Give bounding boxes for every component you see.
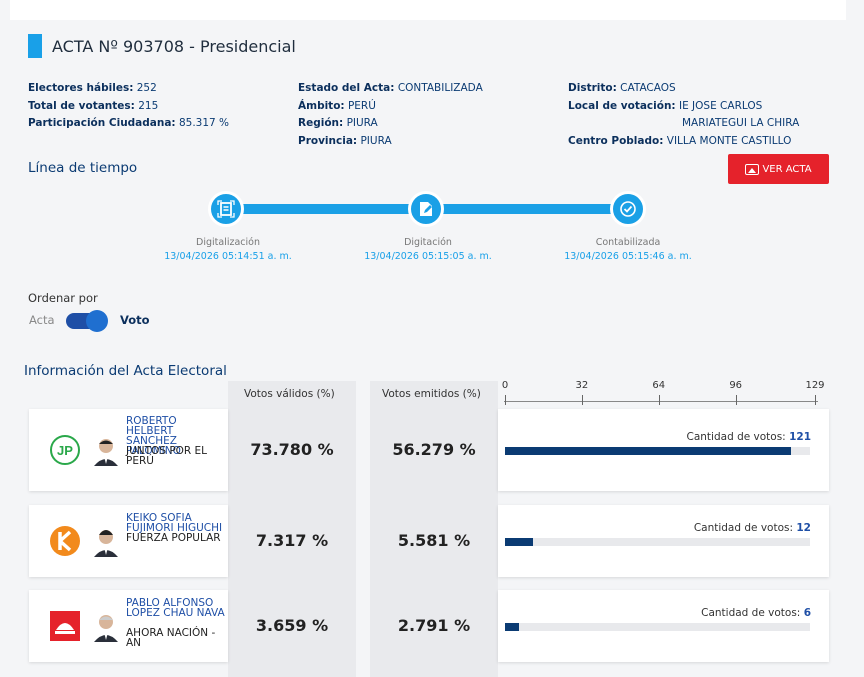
step-contabilizada-label: Contabilizada 13/04/2026 05:15:46 a. m. <box>564 237 692 262</box>
acta-info-col2: Estado del Acta: CONTABILIZADA Ámbito: P… <box>298 80 483 150</box>
votes-axis: 0 32 64 96 129 <box>501 380 825 410</box>
axis-tick-label: 64 <box>652 380 666 391</box>
party-logo-icon <box>50 526 80 556</box>
timeline-heading: Línea de tiempo <box>28 160 138 176</box>
order-toggle-switch[interactable] <box>66 310 108 332</box>
vote-count-label: Cantidad de votos: <box>693 522 794 534</box>
results-heading: Información del Acta Electoral <box>24 363 227 379</box>
axis-tick-mark <box>735 395 737 405</box>
acta-info-col3: Distrito: CATACAOS Local de votación: IE… <box>568 80 808 150</box>
step-digitalizacion-dot <box>208 191 244 227</box>
step-digitalizacion-label: Digitalización 13/04/2026 05:14:51 a. m. <box>164 237 292 262</box>
info-votantes: Total de votantes: 215 <box>28 99 159 112</box>
acta-info-col1: Electores hábiles: 252 Total de votantes… <box>28 80 229 133</box>
info-ambito: Ámbito: PERÚ <box>298 99 376 112</box>
info-electores: Electores hábiles: 252 <box>28 82 157 94</box>
vote-count: Cantidad de votos: 12 <box>694 522 811 534</box>
order-label: Ordenar por <box>28 291 98 305</box>
axis-tick-mark <box>815 395 816 405</box>
votos-validos-pct: 73.780 % <box>250 440 334 459</box>
vote-bar-track <box>505 538 810 546</box>
info-estado: Estado del Acta: CONTABILIZADA <box>298 82 483 94</box>
col-header-validos: Votos válidos (%) <box>244 388 335 400</box>
vote-bar-track <box>505 623 810 631</box>
order-option-acta[interactable]: Acta <box>29 313 55 327</box>
axis-tick-label: 0 <box>501 380 509 391</box>
vote-count-label: Cantidad de votos: <box>686 431 786 443</box>
toggle-knob <box>86 310 108 332</box>
axis-tick-mark <box>505 395 506 405</box>
votos-emitidos-pct: 2.791 % <box>397 616 471 635</box>
info-local-cont: MARIATEGUI LA CHIRA <box>682 117 800 129</box>
votos-emitidos-pct: 56.279 % <box>392 440 476 459</box>
step-digitacion-dot <box>408 191 444 227</box>
info-distrito: Distrito: CATACAOS <box>568 82 676 94</box>
vote-count-value: 121 <box>789 431 811 443</box>
party-name: AHORA NACIÓN - AN <box>126 627 216 649</box>
party-name: JUNTOS POR EL PERÚ <box>126 445 208 467</box>
emitidos-column-band <box>370 381 498 677</box>
axis-tick-mark <box>658 395 660 405</box>
page-title: ACTA Nº 903708 - Presidencial <box>52 36 296 56</box>
candidate-photo <box>91 525 121 557</box>
votos-validos-pct: 7.317 % <box>255 531 329 550</box>
info-participacion: Participación Ciudadana: 85.317 % <box>28 117 230 129</box>
image-icon <box>745 163 760 175</box>
axis-tick-label: 32 <box>575 380 589 391</box>
vote-count: Cantidad de votos: 121 <box>687 431 811 443</box>
candidate-name[interactable]: ROBERTO HELBERT SANCHEZ PALOMINO <box>126 415 181 457</box>
vote-bar-track <box>505 447 810 455</box>
party-logo-icon <box>50 611 80 641</box>
validos-column-band <box>228 381 356 677</box>
axis-tick-label: 129 <box>805 380 825 391</box>
axis-tick-mark <box>581 395 583 405</box>
candidate-row: KEIKO SOFIA FUJIMORI HIGUCHI FUERZA POPUL… <box>29 505 829 577</box>
info-centro: Centro Poblado: VILLA MONTE CASTILLO <box>568 134 792 147</box>
party-name: FUERZA POPULAR <box>126 532 221 544</box>
candidate-row: PABLO ALFONSO LOPEZ CHAU NAVA AHORA NACIÓ… <box>29 590 829 662</box>
scan-document-icon <box>217 200 235 218</box>
candidate-name[interactable]: KEIKO SOFIA FUJIMORI HIGUCHI <box>126 512 223 534</box>
vote-bar <box>505 623 520 631</box>
title-accent-bar <box>28 34 42 58</box>
ver-acta-button[interactable]: VER ACTA <box>728 154 829 184</box>
check-circle-icon <box>620 201 636 217</box>
svg-text:JP: JP <box>57 443 73 458</box>
info-local: Local de votación: IE JOSE CARLOS <box>568 99 763 112</box>
axis-line <box>504 401 818 402</box>
vote-count-value: 6 <box>803 607 811 619</box>
candidate-photo <box>91 610 121 642</box>
candidate-row: JP ROBERTO HELBERT SANCHEZ PALOMINO JUNTOS… <box>29 409 829 491</box>
votos-emitidos-pct: 5.581 % <box>397 531 471 550</box>
candidate-photo <box>91 434 121 466</box>
info-region: Región: PIURA <box>298 117 378 129</box>
vote-bar <box>505 538 534 546</box>
ver-acta-label: VER ACTA <box>762 163 812 175</box>
votos-validos-pct: 3.659 % <box>255 616 329 635</box>
edit-document-icon <box>420 202 432 216</box>
order-option-voto[interactable]: Voto <box>120 313 150 327</box>
axis-tick-label: 96 <box>729 380 743 391</box>
step-contabilizada-dot <box>610 191 646 227</box>
vote-count-label: Cantidad de votos: <box>701 607 801 619</box>
party-logo-icon: JP <box>50 435 80 465</box>
candidate-name[interactable]: PABLO ALFONSO LOPEZ CHAU NAVA <box>126 597 225 619</box>
acta-title-block: ACTA Nº 903708 - Presidencial <box>28 34 296 58</box>
info-provincia: Provincia: PIURA <box>298 134 392 147</box>
col-header-emitidos: Votos emitidos (%) <box>382 388 481 400</box>
step-digitacion-label: Digitación 13/04/2026 05:15:05 a. m. <box>364 237 492 262</box>
top-header-strip <box>10 0 846 20</box>
vote-count-value: 12 <box>796 522 811 534</box>
vote-count: Cantidad de votos: 6 <box>701 607 811 619</box>
vote-bar <box>505 447 792 455</box>
